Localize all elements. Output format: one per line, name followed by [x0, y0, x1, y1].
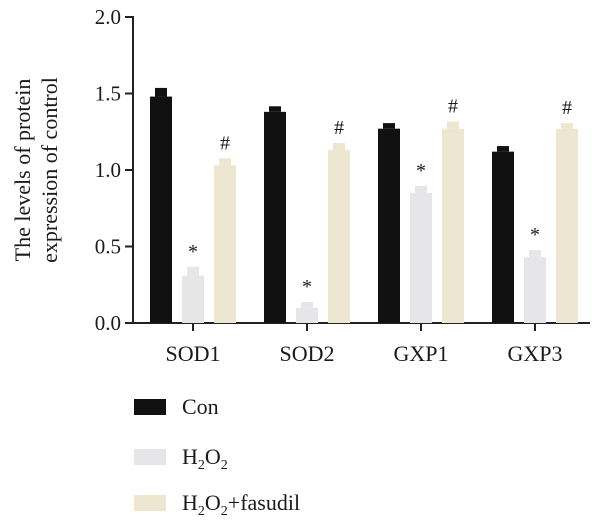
y-tick-label: 0.0	[95, 311, 121, 335]
significance-marker: *	[302, 276, 312, 298]
bar	[150, 96, 172, 323]
error-bar	[333, 143, 345, 151]
bar	[410, 192, 432, 323]
legend-label: H2​O2​	[182, 444, 228, 473]
significance-marker: #	[334, 117, 344, 139]
significance-marker: *	[530, 224, 540, 246]
x-tick-label: GXP3	[507, 341, 562, 366]
bar	[182, 275, 204, 323]
bar	[214, 165, 236, 323]
significance-marker: *	[416, 160, 426, 182]
significance-marker: *	[188, 241, 198, 263]
error-bar	[219, 159, 231, 166]
legend-swatch	[134, 449, 166, 465]
bar	[524, 257, 546, 323]
x-axis: SOD1 SOD2 GXP1 GXP3	[132, 322, 590, 366]
significance-marker: #	[562, 97, 572, 119]
error-bar	[155, 88, 167, 97]
bar	[296, 307, 318, 323]
y-tick-label: 1.0	[95, 158, 121, 182]
x-tick-label: SOD2	[279, 341, 334, 366]
bar	[442, 128, 464, 323]
bar	[556, 128, 578, 323]
y-axis: 0.0 0.5 1.0 1.5 2.0	[95, 5, 134, 335]
y-axis-label: The levels of proteinexpression of contr…	[10, 77, 62, 263]
legend: Con H2​O2​ H2​O2​+fasudil	[134, 394, 300, 519]
error-bar	[561, 124, 573, 129]
legend-label: Con	[182, 394, 219, 419]
error-bar	[383, 124, 395, 129]
significance-marker: #	[448, 96, 458, 118]
x-tick-label: GXP1	[393, 341, 448, 366]
annotations: * * * * # # # #	[188, 96, 572, 299]
bar	[264, 111, 286, 323]
legend-swatch	[134, 399, 166, 415]
significance-marker: #	[220, 132, 230, 154]
x-tick-label: SOD1	[165, 341, 220, 366]
bar	[492, 151, 514, 323]
y-tick-label: 0.5	[95, 235, 121, 259]
error-bar	[301, 303, 313, 308]
error-bar	[415, 186, 427, 193]
y-tick-label: 2.0	[95, 5, 121, 29]
y-tick-label: 1.5	[95, 82, 121, 106]
bar	[378, 128, 400, 323]
error-bar	[187, 267, 199, 276]
error-bar	[529, 251, 541, 258]
y-axis-title: The levels of proteinexpression of contr…	[10, 77, 62, 263]
error-bar	[269, 107, 281, 112]
legend-label: H2​O2​+fasudil	[182, 490, 300, 519]
legend-swatch	[134, 495, 166, 511]
bars	[150, 87, 578, 323]
bar	[328, 150, 350, 323]
error-bar	[447, 122, 459, 129]
error-bar	[497, 147, 509, 152]
